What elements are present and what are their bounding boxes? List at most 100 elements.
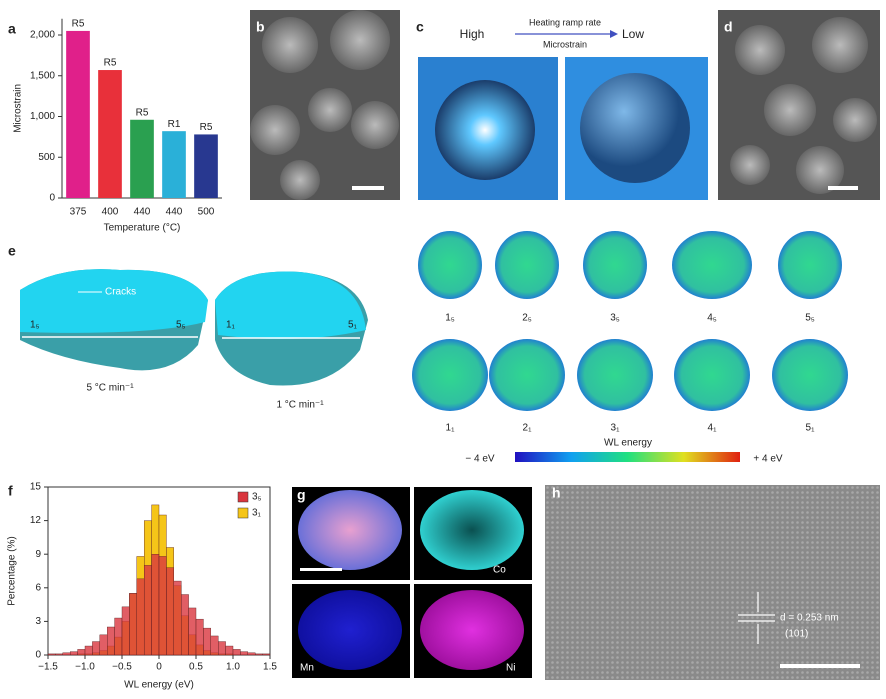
panel-letter: h xyxy=(552,485,561,501)
particles xyxy=(250,10,399,200)
map-label: 1₅ xyxy=(445,313,455,324)
map-label: 3₅ xyxy=(610,313,620,324)
element-label: Mn xyxy=(300,663,314,674)
panel-letter: a xyxy=(8,21,16,37)
hist-bar xyxy=(195,618,204,656)
wl-map xyxy=(489,339,565,411)
label-high: High xyxy=(460,27,485,41)
hist-bar xyxy=(92,641,101,656)
x-tick-label: 375 xyxy=(70,207,87,218)
tem-image xyxy=(545,485,880,680)
bar-label: R5 xyxy=(200,122,213,133)
hist-bar xyxy=(188,607,197,656)
x-axis-label: Temperature (°C) xyxy=(104,223,181,234)
panel-f: 0 3 6 9 12 15 −1.5 −1.0 −0.5 0 0.5 1.0 1.5 3₁ 3₅ WL ene… xyxy=(7,482,278,691)
spacing-label: d = 0.253 nm xyxy=(780,613,839,624)
arrow-head xyxy=(610,30,618,38)
panel-letter: c xyxy=(416,19,424,35)
hist-bar xyxy=(217,641,226,656)
y-tick-label: 1,500 xyxy=(30,70,55,81)
profile-label: 5₁ xyxy=(348,320,358,331)
x-tick-label: 440 xyxy=(134,207,151,218)
scale-bar xyxy=(780,664,860,668)
y-tick-label: 2,000 xyxy=(30,30,55,41)
panel-letter: f xyxy=(8,483,13,499)
legend-label: 3₅ xyxy=(252,492,262,503)
profile-label: 1₁ xyxy=(226,320,236,331)
hist-bar xyxy=(114,617,123,656)
scale-bar xyxy=(352,186,384,190)
hist-bar xyxy=(47,653,56,656)
legend-label: 3₁ xyxy=(252,508,262,519)
x-tick-label: 400 xyxy=(102,207,119,218)
y-tick-label: 6 xyxy=(35,582,41,593)
panel-letter: d xyxy=(724,19,733,35)
y-tick-label: 0 xyxy=(49,193,55,204)
colorbar-title: WL energy xyxy=(604,438,652,449)
x-axis-label: WL energy (eV) xyxy=(124,680,194,691)
hist-bar xyxy=(129,593,137,656)
bar xyxy=(130,119,154,198)
hist-bar xyxy=(121,606,130,656)
y-tick-label: 12 xyxy=(30,515,42,526)
panel-letter: e xyxy=(8,243,16,259)
spacing-marker xyxy=(738,592,775,644)
rate-label: 1 °C min⁻¹ xyxy=(276,400,324,411)
y-tick-label: 15 xyxy=(30,482,42,493)
eds-map xyxy=(298,590,402,670)
hist-bar xyxy=(136,578,145,656)
y-tick-label: 1,000 xyxy=(30,111,55,122)
shattered-sphere xyxy=(435,80,535,180)
hist-bar xyxy=(158,556,167,656)
y-tick-label: 0 xyxy=(35,650,41,661)
x-tick-label: −1.5 xyxy=(38,662,58,673)
hist-bar xyxy=(99,634,108,656)
arrow-label: Microstrain xyxy=(543,39,587,49)
x-tick-label: 0.5 xyxy=(189,662,203,673)
wl-map xyxy=(674,339,750,411)
y-axis-label: Percentage (%) xyxy=(7,536,18,605)
wl-map xyxy=(778,231,842,299)
arrow-label: Heating ramp rate xyxy=(529,17,601,27)
hist-bar xyxy=(143,565,152,656)
bar xyxy=(194,134,218,198)
colorbar-min: − 4 eV xyxy=(465,454,495,465)
map-label: 5₅ xyxy=(805,313,815,324)
bar xyxy=(98,70,122,198)
hist-bar xyxy=(225,645,234,656)
hist-bar xyxy=(55,653,64,656)
map-label: 4₁ xyxy=(708,423,718,434)
bar-label: R1 xyxy=(168,119,181,130)
hist-bar xyxy=(254,653,263,656)
y-tick-label: 500 xyxy=(38,152,55,163)
panel-letter: b xyxy=(256,19,265,35)
y-tick-label: 9 xyxy=(35,549,41,560)
cracks-label: Cracks xyxy=(105,287,136,298)
hist-bar xyxy=(203,627,211,656)
x-tick-label: 0 xyxy=(156,662,162,673)
y-axis-label: Microstrain xyxy=(13,84,24,133)
hist-bar xyxy=(166,567,174,656)
bar-label: R5 xyxy=(72,19,85,30)
hist-bar xyxy=(240,651,248,656)
eds-map xyxy=(420,590,524,670)
hist-bar xyxy=(210,635,219,656)
hist-bar xyxy=(180,594,189,656)
wl-map xyxy=(583,231,647,299)
particles xyxy=(730,17,877,194)
scale-bar xyxy=(300,568,342,571)
hist-bar xyxy=(84,645,93,656)
x-tick-label: 1.5 xyxy=(263,662,277,673)
x-tick-label: 440 xyxy=(166,207,183,218)
label-low: Low xyxy=(622,27,644,41)
hist-bar xyxy=(262,653,271,656)
x-tick-label: 500 xyxy=(198,207,215,218)
hist-bar xyxy=(106,626,115,656)
eds-map xyxy=(298,490,402,570)
wl-map xyxy=(495,231,559,299)
hist-bar xyxy=(232,649,241,656)
map-label: 2₅ xyxy=(522,313,532,324)
rate-label: 5 °C min⁻¹ xyxy=(86,383,134,394)
colorbar-max: + 4 eV xyxy=(753,454,783,465)
x-tick-label: −1.0 xyxy=(75,662,95,673)
